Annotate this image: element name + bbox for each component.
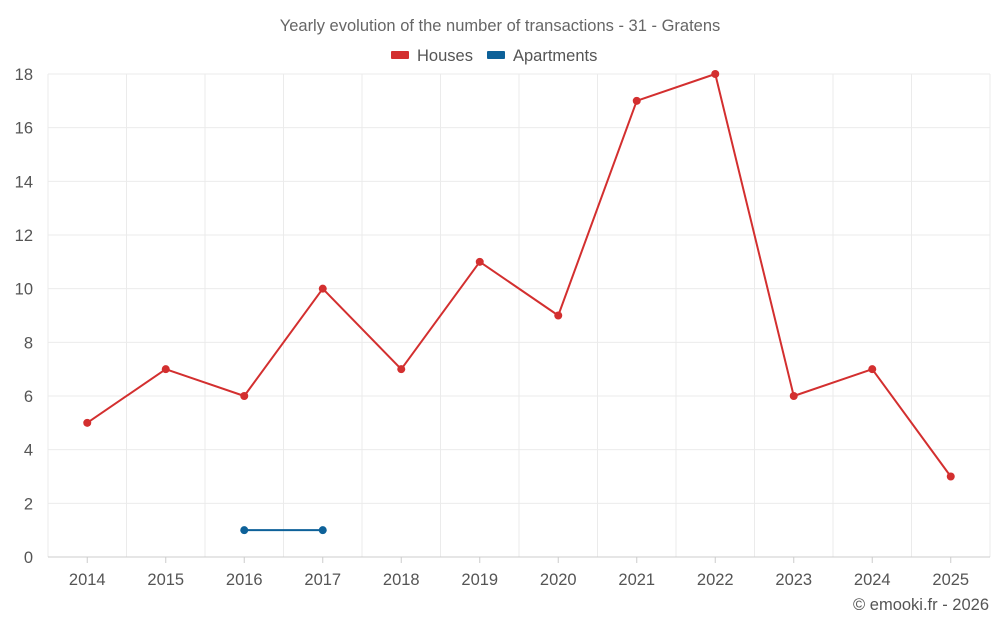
legend-item-houses[interactable]: Houses: [391, 47, 473, 65]
x-tick-label: 2018: [383, 571, 420, 589]
x-tick-label: 2023: [775, 571, 812, 589]
legend-item-apartments[interactable]: Apartments: [487, 47, 597, 65]
x-tick-label: 2020: [540, 571, 577, 589]
chart-title: Yearly evolution of the number of transa…: [280, 17, 721, 35]
y-tick-label: 6: [24, 388, 33, 406]
y-tick-label: 16: [15, 120, 33, 138]
data-point-houses[interactable]: [711, 70, 720, 78]
x-tick-label: 2017: [304, 571, 341, 589]
x-tick-label: 2021: [618, 571, 655, 589]
y-tick-label: 4: [24, 442, 33, 460]
series-line-houses: [86, 73, 952, 478]
y-tick-label: 8: [24, 334, 33, 352]
legend-swatch-houses: [391, 51, 409, 59]
x-tick-label: 2016: [226, 571, 263, 589]
credit-text: © emooki.fr - 2026: [853, 596, 989, 614]
data-point-houses[interactable]: [632, 96, 641, 105]
data-point-houses[interactable]: [789, 392, 798, 400]
y-tick-label: 0: [24, 549, 33, 567]
legend-label-houses: Houses: [417, 47, 473, 65]
legend[interactable]: Houses Apartments: [391, 47, 597, 65]
x-tick-label: 2024: [854, 571, 891, 589]
x-tick-label: 2025: [932, 571, 969, 589]
y-tick-label: 14: [15, 173, 33, 191]
grid: [47, 73, 991, 557]
data-point-houses[interactable]: [868, 365, 877, 374]
data-point-apartments[interactable]: [318, 526, 327, 535]
legend-label-apartments: Apartments: [513, 47, 597, 65]
data-point-houses[interactable]: [240, 392, 249, 400]
data-point-houses[interactable]: [554, 311, 563, 320]
series-apartments: [240, 526, 327, 535]
x-tick-label: 2015: [147, 571, 184, 589]
data-point-houses[interactable]: [475, 257, 484, 266]
data-point-houses[interactable]: [397, 365, 406, 374]
x-tick-label: 2019: [461, 571, 498, 589]
axes: 0 2 4 6 8 10 12 14 16 18 2014 2015 2016 2017 2018 2019 2…: [15, 66, 990, 589]
y-tick-label: 12: [15, 227, 33, 245]
data-point-apartments[interactable]: [240, 526, 249, 535]
legend-swatch-apartments: [487, 51, 505, 59]
x-tick-label: 2014: [69, 571, 106, 589]
data-point-houses[interactable]: [83, 418, 92, 427]
data-point-houses[interactable]: [161, 365, 170, 374]
series: [83, 70, 955, 535]
y-tick-label: 18: [15, 66, 33, 84]
x-tick-label: 2022: [697, 571, 734, 589]
data-point-houses[interactable]: [318, 284, 327, 293]
series-houses: [83, 70, 955, 481]
y-tick-label: 10: [15, 281, 33, 299]
y-tick-label: 2: [24, 495, 33, 513]
data-point-houses[interactable]: [946, 472, 955, 481]
